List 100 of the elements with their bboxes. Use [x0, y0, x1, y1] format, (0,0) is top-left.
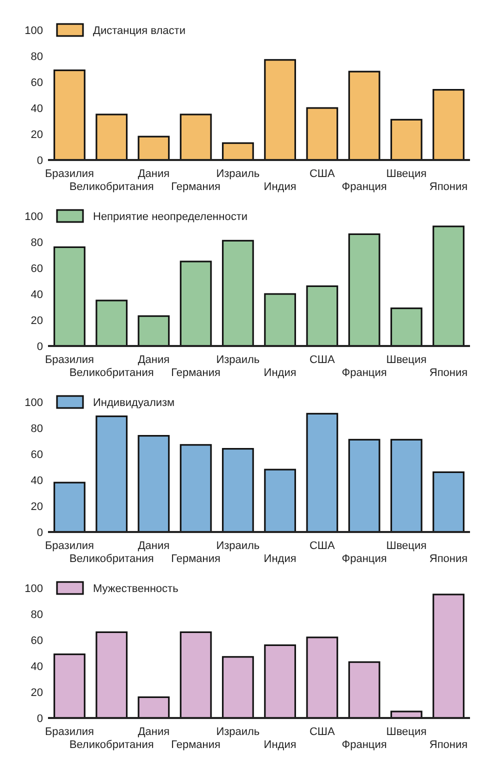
x-tick-label: Дания [138, 354, 170, 366]
x-tick-label: Франция [342, 738, 387, 751]
y-tick-label: 100 [24, 210, 43, 223]
x-tick-label: Германия [171, 738, 221, 751]
x-tick-label: Израиль [216, 168, 260, 180]
x-tick-label: Дания [138, 726, 170, 738]
bar [138, 696, 170, 719]
y-tick-label: 80 [30, 50, 43, 63]
y-tick-label: 100 [24, 396, 43, 409]
x-tick-label: Швеция [386, 354, 427, 366]
bar [348, 233, 380, 347]
y-tick-label: 80 [30, 608, 43, 621]
bar [222, 142, 254, 161]
x-tick-label: Бразилия [44, 168, 94, 180]
x-tick-label: Индия [264, 552, 296, 565]
x-tick-label: Япония [429, 738, 468, 751]
x-tick-label: Индия [264, 366, 296, 379]
bar [432, 89, 464, 161]
y-tick-label: 20 [30, 686, 43, 699]
x-tick-label: Великобритания [69, 180, 154, 193]
y-tick-label: 0 [36, 526, 43, 539]
bar [390, 118, 422, 161]
x-tick-label: Япония [429, 366, 468, 379]
bar [264, 644, 296, 719]
y-tick-label: 80 [30, 236, 43, 249]
legend-label: Мужественность [93, 582, 179, 595]
y-tick-label: 60 [30, 262, 43, 275]
x-tick-label: Германия [171, 366, 221, 379]
x-tick-label: Великобритания [69, 552, 154, 565]
y-tick-label: 0 [36, 712, 43, 725]
x-tick-label: Великобритания [69, 738, 154, 751]
legend-label: Неприятие неопределенности [93, 210, 248, 223]
bar [54, 482, 86, 533]
bar [432, 226, 464, 347]
bar [54, 246, 86, 347]
x-tick-label: Израиль [216, 354, 260, 366]
y-tick-label: 0 [36, 340, 43, 353]
y-tick-label: 40 [30, 660, 43, 673]
x-tick-label: Франция [342, 552, 387, 565]
x-tick-label: Израиль [216, 726, 260, 738]
bar [390, 438, 422, 533]
x-tick-label: Индия [264, 738, 296, 751]
bar [138, 136, 170, 161]
legend-label: Дистанция власти [93, 24, 186, 37]
x-tick-label: Япония [429, 552, 468, 565]
x-tick-label: Индия [264, 180, 296, 193]
bar [432, 471, 464, 533]
x-tick-label: Дания [138, 168, 170, 180]
bar [138, 435, 170, 533]
bar [306, 107, 338, 161]
y-tick-label: 40 [30, 288, 43, 301]
y-tick-label: 60 [30, 76, 43, 89]
y-tick-label: 20 [30, 128, 43, 141]
x-tick-label: Франция [342, 366, 387, 379]
y-tick-label: 20 [30, 314, 43, 327]
bar [264, 293, 296, 347]
bar [180, 114, 212, 161]
x-tick-label: Швеция [386, 726, 427, 738]
bar [54, 654, 86, 719]
bar [306, 285, 338, 347]
bar [180, 260, 212, 347]
y-tick-label: 80 [30, 422, 43, 435]
x-tick-label: Япония [429, 180, 468, 193]
x-tick-label: Великобритания [69, 366, 154, 379]
x-tick-label: Франция [342, 180, 387, 193]
bar [264, 59, 296, 161]
bar [306, 636, 338, 719]
bar [264, 468, 296, 533]
legend-label: Индивидуализм [93, 396, 175, 409]
x-tick-label: Швеция [386, 168, 427, 180]
x-tick-label: США [309, 540, 336, 552]
bar [348, 438, 380, 533]
y-tick-label: 60 [30, 634, 43, 647]
bar [348, 70, 380, 161]
x-tick-label: Израиль [216, 540, 260, 552]
y-tick-label: 100 [24, 582, 43, 595]
x-tick-label: США [309, 726, 336, 738]
x-tick-label: Германия [171, 180, 221, 193]
x-tick-label: Бразилия [44, 354, 94, 366]
bar [390, 308, 422, 347]
bar [54, 70, 86, 161]
bar [138, 315, 170, 347]
bar [348, 661, 380, 719]
bar [222, 656, 254, 719]
y-tick-label: 60 [30, 448, 43, 461]
y-tick-label: 20 [30, 500, 43, 513]
y-tick-label: 0 [36, 154, 43, 167]
bar [180, 631, 212, 719]
bar [96, 416, 128, 533]
y-tick-label: 40 [30, 102, 43, 115]
x-tick-label: Бразилия [44, 726, 94, 738]
bar [306, 412, 338, 533]
y-tick-label: 100 [24, 24, 43, 37]
x-tick-label: Германия [171, 552, 221, 565]
x-tick-label: США [309, 168, 336, 180]
x-tick-label: США [309, 354, 336, 366]
y-tick-label: 40 [30, 474, 43, 487]
bar [96, 114, 128, 161]
bar [96, 631, 128, 719]
x-tick-label: Бразилия [44, 540, 94, 552]
